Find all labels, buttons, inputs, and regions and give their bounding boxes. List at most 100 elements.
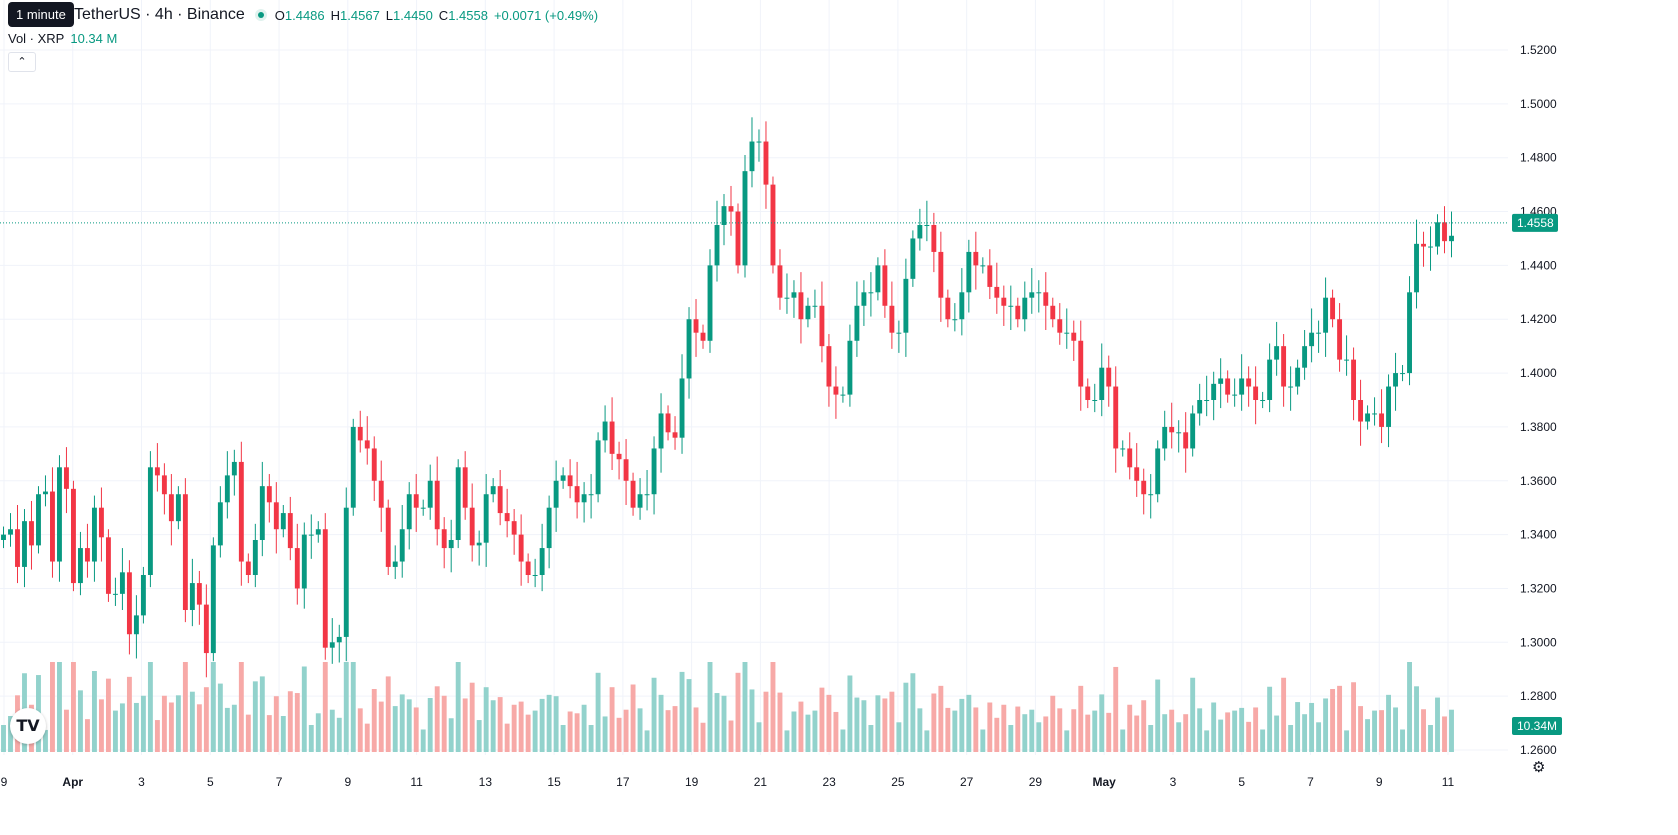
volume-bar	[1204, 730, 1210, 752]
candle-body	[602, 421, 608, 441]
candle-body	[945, 297, 951, 320]
candle-body	[532, 575, 538, 576]
candle-body	[1029, 292, 1035, 298]
candle-body	[476, 542, 482, 546]
collapse-legend-button[interactable]: ⌃	[8, 52, 36, 72]
volume-bars	[1, 662, 1454, 752]
candle-body	[630, 480, 636, 508]
volume-bar	[1078, 685, 1084, 752]
candle-body	[98, 507, 104, 538]
volume-bar	[693, 707, 699, 752]
candle-body	[497, 486, 503, 514]
volume-bar	[1337, 685, 1343, 752]
candle-body	[413, 494, 419, 508]
candle-body	[77, 548, 83, 584]
candle-body	[189, 583, 195, 610]
volume-bar	[50, 662, 55, 752]
candle-body	[665, 413, 671, 433]
price-tick-label: 1.4800	[1520, 151, 1557, 165]
price-tick-label: 1.3400	[1520, 528, 1557, 542]
candle-body	[756, 141, 762, 143]
candle-body	[224, 475, 230, 503]
tradingview-logo[interactable]: TV	[10, 708, 46, 744]
candle-body	[1358, 400, 1364, 422]
volume-bar	[231, 704, 237, 752]
candle-body	[966, 251, 972, 293]
candle-body	[1442, 222, 1447, 242]
candle-body	[889, 305, 895, 333]
candle-body	[133, 615, 139, 635]
volume-bar	[343, 662, 349, 752]
volume-bar	[245, 714, 251, 752]
candle-body	[252, 540, 258, 575]
candle-body	[427, 480, 433, 508]
candle-body	[1267, 359, 1273, 400]
volume-bar	[64, 709, 69, 752]
candle-body	[819, 305, 825, 347]
candle-body	[1211, 383, 1217, 400]
time-tick-label: 7	[1307, 775, 1314, 789]
volume-bar	[700, 722, 706, 752]
time-tick-label: 15	[547, 775, 561, 789]
candle-body	[1274, 346, 1280, 360]
candle-body	[364, 440, 370, 449]
volume-bar	[357, 708, 363, 752]
volume-bar	[287, 691, 293, 752]
volume-bar	[497, 697, 503, 752]
candle-body	[777, 265, 783, 298]
volume-bar	[161, 695, 167, 752]
volume-bar	[1274, 715, 1280, 752]
volume-bar	[434, 686, 440, 752]
time-tick-label: 5	[1238, 775, 1245, 789]
volume-bar	[1176, 722, 1182, 752]
candle-body	[910, 238, 916, 279]
volume-bar	[910, 673, 916, 752]
volume-bar	[854, 697, 860, 752]
candle-body	[1379, 413, 1384, 427]
candle-body	[980, 265, 986, 267]
volume-bar	[1169, 709, 1175, 752]
volume-bar	[966, 694, 972, 752]
volume-bar	[1288, 725, 1294, 752]
candle-body	[462, 467, 468, 508]
time-tick-label: 11	[410, 775, 423, 789]
candle-body	[1428, 246, 1433, 248]
candle-body	[1015, 305, 1021, 320]
volume-bar	[8, 716, 13, 752]
volume-bar	[1029, 709, 1035, 752]
candle-body	[588, 494, 594, 496]
volume-bar	[931, 693, 937, 752]
candle-body	[1281, 346, 1287, 387]
candle-body	[259, 486, 265, 540]
volume-bar	[1267, 686, 1273, 752]
candle-body	[161, 475, 167, 495]
volume-bar	[924, 730, 930, 752]
candle-body	[1043, 292, 1049, 306]
candle-body	[1162, 426, 1168, 449]
candle-body	[1050, 305, 1056, 320]
symbol-title[interactable]: TetherUS · 4h · Binance	[74, 6, 245, 23]
candle-body	[679, 378, 685, 438]
candle-body	[511, 521, 517, 535]
volume-bar	[1379, 710, 1384, 752]
volume-bar	[1442, 716, 1447, 752]
candle-body	[1323, 297, 1329, 333]
candle-body	[518, 534, 524, 562]
candle-body	[637, 494, 643, 508]
gear-icon[interactable]: ⚙	[1532, 759, 1546, 776]
candle-body	[1057, 319, 1063, 333]
volume-bar	[364, 723, 370, 752]
candle-body	[525, 561, 531, 575]
market-status-icon[interactable]	[254, 9, 267, 21]
volume-bar	[196, 704, 202, 752]
volume-bar	[350, 662, 356, 752]
volume-bar	[308, 725, 314, 752]
candle-body	[1078, 340, 1084, 387]
volume-label[interactable]: Vol · XRP	[8, 31, 65, 46]
volume-bar	[224, 707, 230, 752]
volume-bar	[189, 691, 195, 752]
candle-body	[1190, 413, 1196, 449]
volume-bar	[217, 683, 223, 752]
volume-bar	[1127, 704, 1133, 752]
